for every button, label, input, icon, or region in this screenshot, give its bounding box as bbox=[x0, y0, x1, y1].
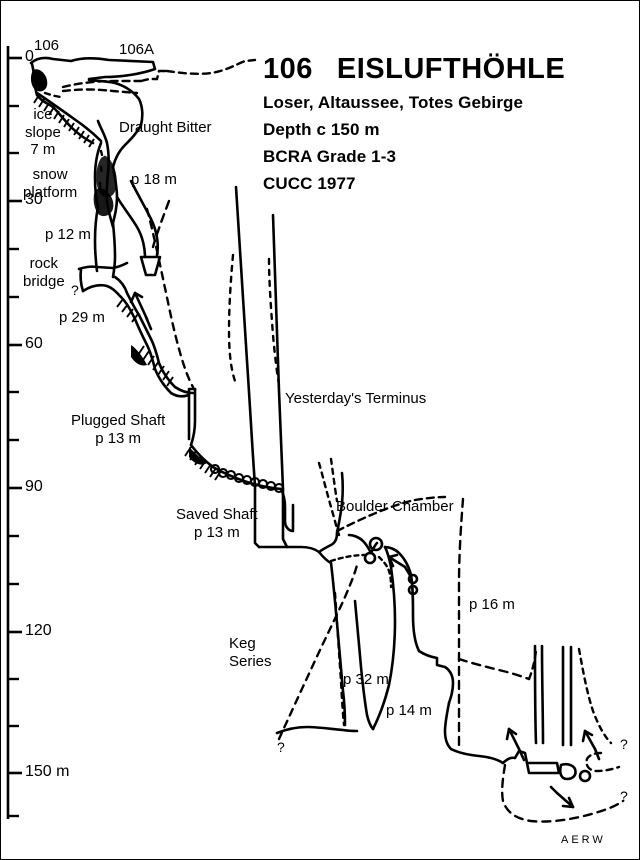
label-keg-series: Keg Series bbox=[229, 635, 272, 670]
label-query-keg-series: ? bbox=[277, 739, 285, 755]
passage-direction-arrows bbox=[129, 291, 601, 809]
label-saved-shaft: Saved Shaft p 13 m bbox=[176, 506, 258, 541]
survey-title-block: 106 EISLUFTHÖHLE Loser, Altaussee, Totes … bbox=[263, 53, 565, 194]
depth-tick-label-30: 30 bbox=[25, 191, 43, 208]
label-pitch-12m: p 12 m bbox=[45, 226, 91, 243]
depth-tick-label-90: 90 bbox=[25, 478, 43, 495]
label-query-rock-bridge: ? bbox=[71, 282, 79, 298]
survey-depth: Depth c 150 m bbox=[263, 120, 380, 139]
depth-tick-label-0: 0 bbox=[25, 48, 34, 65]
label-pitch-32m: p 32 m bbox=[343, 671, 389, 688]
depth-tick-label-150-m: 150 m bbox=[25, 763, 70, 780]
label-pitch-29m: p 29 m bbox=[59, 309, 105, 326]
label-ice-slope: ice slope 7 m bbox=[25, 106, 61, 159]
surveyor-signature: AERW bbox=[561, 834, 606, 846]
label-boulder-chamber: Boulder Chamber bbox=[336, 498, 454, 515]
survey-number: 106 bbox=[263, 53, 313, 85]
cave-passage-inferred-dashed bbox=[43, 58, 625, 823]
label-snow-platform: snow platform bbox=[23, 166, 78, 201]
label-entrance-106: 106 bbox=[34, 37, 60, 54]
label-draught-bitter: Draught Bitter bbox=[119, 119, 212, 136]
cave-fill-blobs bbox=[131, 345, 207, 465]
survey-club-year: CUCC 1977 bbox=[263, 174, 356, 193]
label-yesterdays-terminus: Yesterday's Terminus bbox=[285, 390, 427, 407]
survey-location: Loser, Altaussee, Totes Gebirge bbox=[263, 93, 524, 112]
scale-minor-ticks bbox=[8, 104, 19, 818]
label-query-right-upper: ? bbox=[620, 736, 628, 752]
label-entrance-106a: 106A bbox=[119, 41, 155, 58]
survey-title-line: 106 EISLUFTHÖHLE bbox=[263, 53, 565, 86]
scale-major-ticks bbox=[8, 56, 22, 775]
depth-scale-axis bbox=[6, 46, 22, 819]
label-pitch-14m: p 14 m bbox=[386, 702, 432, 719]
depth-tick-label-120: 120 bbox=[25, 622, 52, 639]
depth-tick-label-60: 60 bbox=[25, 335, 43, 352]
label-rock-bridge: rock bridge bbox=[23, 255, 65, 290]
boulder-floor-pebbles bbox=[209, 463, 285, 494]
survey-grade: BCRA Grade 1-3 bbox=[263, 147, 397, 166]
survey-cave-name: EISLUFTHÖHLE bbox=[336, 53, 566, 85]
label-plugged-shaft: Plugged Shaft p 13 m bbox=[71, 412, 166, 447]
label-pitch-16m: p 16 m bbox=[469, 596, 515, 613]
label-pitch-18m: p 18 m bbox=[131, 171, 177, 188]
label-query-right-lower: ? bbox=[620, 788, 628, 804]
